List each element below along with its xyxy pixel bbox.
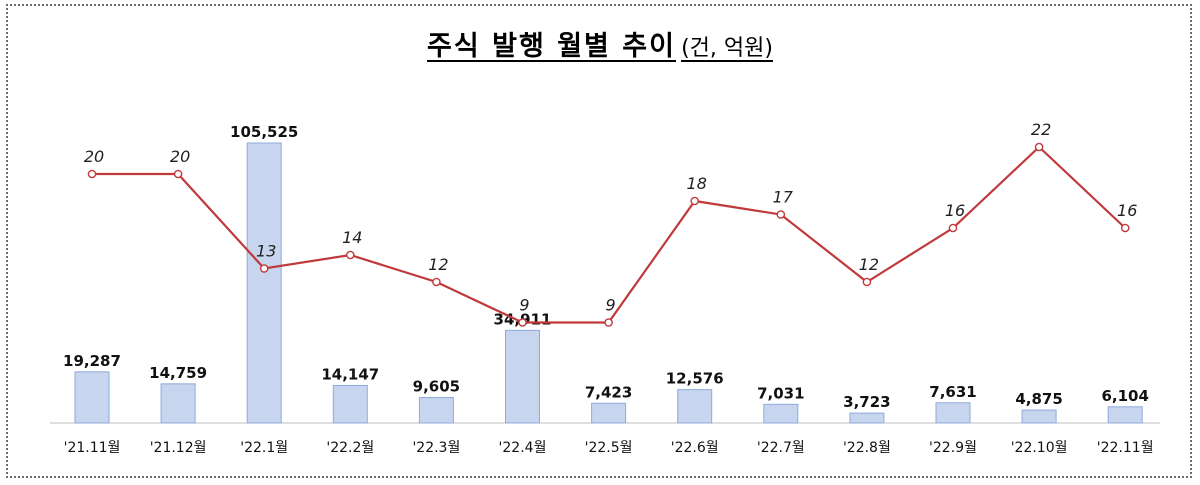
bar-value-label-9: 3,723 [843, 393, 890, 411]
category-label-9: '22.8월 [843, 440, 891, 456]
count-value-label-2: 13 [256, 242, 276, 261]
bar-1 [160, 383, 196, 424]
count-point-1 [173, 169, 183, 179]
count-point-10 [948, 223, 958, 233]
bar-value-label-7: 12,576 [666, 370, 724, 388]
bar-11 [1021, 409, 1057, 424]
count-value-label-1: 20 [170, 147, 190, 166]
count-point-5 [518, 318, 527, 327]
category-label-2: '22.1월 [240, 440, 288, 456]
category-label-1: '21.12월 [150, 440, 207, 456]
category-label-4: '22.3월 [412, 440, 460, 456]
count-value-label-0: 20 [84, 147, 104, 166]
bar-3 [332, 384, 368, 424]
chart-title: 주식 발행 월별 추이 (건, 억원) [0, 24, 1200, 63]
bar-value-label-6: 7,423 [585, 383, 632, 401]
count-value-label-12: 16 [1117, 201, 1137, 220]
category-label-0: '21.11월 [64, 440, 121, 456]
count-value-label-9: 12 [859, 255, 879, 274]
bar-0 [74, 371, 110, 424]
bar-4 [418, 397, 454, 424]
category-label-11: '22.10월 [1011, 440, 1068, 456]
bar-value-label-2: 105,525 [230, 123, 298, 141]
bar-10 [935, 402, 971, 424]
count-point-7 [690, 196, 700, 206]
count-value-label-11: 22 [1031, 120, 1051, 139]
chart-title-unit: (건, 억원) [681, 36, 773, 61]
category-label-7: '22.6월 [671, 440, 719, 456]
category-label-3: '22.2월 [326, 440, 374, 456]
count-value-label-7: 18 [687, 174, 707, 193]
bar-6 [591, 402, 627, 424]
category-label-8: '22.7월 [757, 440, 805, 456]
bar-value-label-4: 9,605 [413, 378, 460, 396]
category-label-10: '22.9월 [929, 440, 977, 456]
bar-8 [763, 403, 799, 424]
category-label-6: '22.5월 [585, 440, 633, 456]
count-point-12 [1120, 223, 1130, 233]
count-point-6 [604, 318, 613, 327]
count-point-9 [862, 277, 872, 287]
bar-value-label-3: 14,147 [321, 365, 379, 383]
bar-2 [246, 142, 282, 424]
count-point-2 [259, 264, 269, 273]
count-value-label-5: 9 [519, 296, 529, 315]
count-value-label-4: 12 [428, 255, 448, 274]
count-point-3 [345, 250, 355, 260]
bar-7 [677, 389, 713, 424]
count-point-8 [776, 210, 786, 219]
bar-value-label-1: 14,759 [149, 364, 207, 382]
bar-value-label-0: 19,287 [63, 352, 121, 370]
chart-title-main: 주식 발행 월별 추이 [427, 31, 676, 62]
count-value-label-6: 9 [606, 296, 616, 315]
category-label-12: '22.11월 [1097, 440, 1154, 456]
category-label-5: '22.4월 [499, 440, 547, 456]
count-value-label-10: 16 [945, 201, 965, 220]
count-value-label-3: 14 [342, 228, 362, 247]
count-value-label-8: 17 [773, 188, 794, 207]
bar-value-label-12: 6,104 [1101, 387, 1148, 405]
bar-value-label-8: 7,031 [757, 384, 804, 402]
count-point-0 [87, 169, 97, 179]
count-point-11 [1034, 142, 1044, 152]
bar-5 [505, 329, 540, 424]
chart-frame [6, 4, 1192, 478]
bar-value-label-10: 7,631 [929, 383, 976, 401]
count-point-4 [432, 277, 441, 287]
bar-12 [1107, 406, 1143, 424]
bar-value-label-11: 4,875 [1015, 390, 1062, 408]
bar-9 [849, 412, 885, 424]
